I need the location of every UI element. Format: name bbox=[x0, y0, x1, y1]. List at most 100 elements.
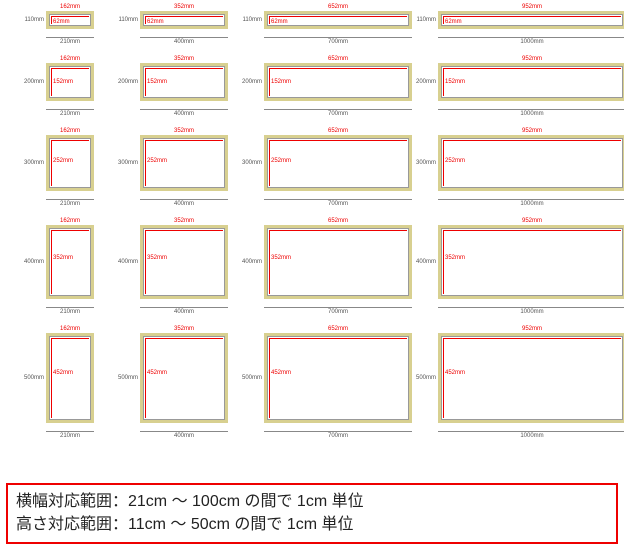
outer-width-label: 700mm bbox=[264, 431, 412, 439]
inner-width-label: 352mm bbox=[140, 128, 228, 134]
size-cell: 952mm 500mm 452mm 1000mm bbox=[416, 326, 624, 442]
inner-height-label: 252mm bbox=[53, 158, 73, 164]
inner-height-label: 62mm bbox=[53, 19, 70, 25]
frame-rect: 452mm bbox=[140, 333, 228, 423]
inner-height-label: 452mm bbox=[445, 370, 465, 376]
outer-width-label: 210mm bbox=[46, 307, 94, 315]
frame-rect: 62mm bbox=[264, 11, 412, 29]
size-cell: 952mm 110mm 62mm 1000mm bbox=[416, 4, 624, 48]
frame-rect: 152mm bbox=[438, 63, 624, 101]
inner-width-label: 952mm bbox=[438, 218, 624, 224]
size-cell: 952mm200mm152mm1000mm bbox=[416, 56, 624, 120]
outer-width-label: 1000mm bbox=[438, 37, 624, 45]
outer-width-label: 700mm bbox=[264, 109, 412, 117]
frame-rect: 152mm bbox=[264, 63, 412, 101]
inner-height-label: 452mm bbox=[53, 370, 73, 376]
outer-height-label: 110mm bbox=[24, 17, 44, 23]
outer-width-label: 1000mm bbox=[438, 307, 624, 315]
outer-width-label: 1000mm bbox=[438, 109, 624, 117]
outer-height-label: 300mm bbox=[118, 160, 138, 166]
size-cell: 652mm200mm152mm700mm bbox=[232, 56, 412, 120]
inner-height-label: 152mm bbox=[53, 79, 73, 85]
outer-height-label: 400mm bbox=[24, 259, 44, 265]
frame-rect: 452mm bbox=[46, 333, 94, 423]
inner-width-label: 652mm bbox=[264, 4, 412, 10]
outer-width-label: 400mm bbox=[140, 431, 228, 439]
outer-height-label: 400mm bbox=[118, 259, 138, 265]
outer-width-label: 700mm bbox=[264, 37, 412, 45]
inner-height-label: 352mm bbox=[147, 255, 167, 261]
size-cell: 162mm 300mm 252mm 210mm bbox=[4, 128, 94, 210]
outer-width-label: 210mm bbox=[46, 431, 94, 439]
outer-width-label: 1000mm bbox=[438, 431, 624, 439]
outer-width-label: 700mm bbox=[264, 307, 412, 315]
inner-width-label: 162mm bbox=[46, 128, 94, 134]
inner-height-label: 152mm bbox=[445, 79, 465, 85]
outer-height-label: 500mm bbox=[416, 375, 436, 381]
outer-width-label: 1000mm bbox=[438, 199, 624, 207]
footer-line-height: 高さ対応範囲：11cm ～ 50cm の間で 1cm 単位 bbox=[16, 514, 608, 536]
outer-height-label: 300mm bbox=[24, 160, 44, 166]
frame-rect: 152mm bbox=[46, 63, 94, 101]
inner-width-label: 352mm bbox=[140, 56, 228, 62]
footer-line-width: 横幅対応範囲：21cm ～ 100cm の間で 1cm 単位 bbox=[16, 491, 608, 513]
inner-width-label: 162mm bbox=[46, 56, 94, 62]
frame-rect: 252mm bbox=[140, 135, 228, 191]
size-cell: 352mm 110mm 62mm 400mm bbox=[98, 4, 228, 48]
inner-height-label: 352mm bbox=[53, 255, 73, 261]
outer-width-label: 400mm bbox=[140, 109, 228, 117]
frame-rect: 152mm bbox=[140, 63, 228, 101]
inner-width-label: 952mm bbox=[438, 128, 624, 134]
frame-rect: 62mm bbox=[140, 11, 228, 29]
outer-height-label: 500mm bbox=[118, 375, 138, 381]
inner-width-label: 352mm bbox=[140, 4, 228, 10]
outer-height-label: 400mm bbox=[242, 259, 262, 265]
outer-height-label: 500mm bbox=[24, 375, 44, 381]
outer-width-label: 400mm bbox=[140, 199, 228, 207]
frame-rect: 252mm bbox=[438, 135, 624, 191]
frame-rect: 252mm bbox=[264, 135, 412, 191]
frame-rect: 352mm bbox=[46, 225, 94, 299]
frame-rect: 352mm bbox=[140, 225, 228, 299]
outer-height-label: 110mm bbox=[416, 17, 436, 23]
inner-height-label: 252mm bbox=[147, 158, 167, 164]
frame-rect: 452mm bbox=[264, 333, 412, 423]
outer-height-label: 110mm bbox=[118, 17, 138, 23]
size-cell: 652mm 300mm 252mm 700mm bbox=[232, 128, 412, 210]
size-cell: 952mm 300mm252mm 1000mm bbox=[416, 128, 624, 210]
inner-width-label: 162mm bbox=[46, 326, 94, 332]
inner-width-label: 652mm bbox=[264, 326, 412, 332]
frame-rect: 352mm bbox=[438, 225, 624, 299]
size-cell: 352mm 300mm 252mm 400mm bbox=[98, 128, 228, 210]
inner-height-label: 352mm bbox=[271, 255, 291, 261]
outer-width-label: 400mm bbox=[140, 37, 228, 45]
frame-rect: 252mm bbox=[46, 135, 94, 191]
inner-height-label: 62mm bbox=[147, 19, 164, 25]
size-cell: 652mm110mm62mm700mm bbox=[232, 4, 412, 48]
outer-height-label: 200mm bbox=[416, 79, 436, 85]
footer-note: 横幅対応範囲：21cm ～ 100cm の間で 1cm 単位 高さ対応範囲：11… bbox=[6, 483, 618, 544]
size-cell: 352mm500mm452mm400mm bbox=[98, 326, 228, 442]
size-cell: 162mm110mm62mm210mm bbox=[4, 4, 94, 48]
outer-height-label: 200mm bbox=[118, 79, 138, 85]
outer-height-label: 400mm bbox=[416, 259, 436, 265]
inner-height-label: 62mm bbox=[271, 19, 288, 25]
frame-rect: 62mm bbox=[438, 11, 624, 29]
inner-height-label: 62mm bbox=[445, 19, 462, 25]
size-chart-grid: 162mm 110mm 62mm 210mm 352mm 110mm 62mm 400mm 65… bbox=[0, 0, 624, 442]
inner-height-label: 252mm bbox=[271, 158, 291, 164]
inner-height-label: 152mm bbox=[271, 79, 291, 85]
outer-height-label: 300mm bbox=[242, 160, 262, 166]
outer-width-label: 700mm bbox=[264, 199, 412, 207]
size-cell: 952mm 400mm352mm 1000mm bbox=[416, 218, 624, 318]
inner-width-label: 952mm bbox=[438, 4, 624, 10]
outer-height-label: 300mm bbox=[416, 160, 436, 166]
inner-width-label: 952mm bbox=[438, 326, 624, 332]
outer-width-label: 210mm bbox=[46, 199, 94, 207]
outer-width-label: 400mm bbox=[140, 307, 228, 315]
size-cell: 352mm400mm352mm400mm bbox=[98, 218, 228, 318]
inner-height-label: 152mm bbox=[147, 79, 167, 85]
outer-height-label: 200mm bbox=[242, 79, 262, 85]
inner-width-label: 652mm bbox=[264, 128, 412, 134]
outer-width-label: 210mm bbox=[46, 109, 94, 117]
